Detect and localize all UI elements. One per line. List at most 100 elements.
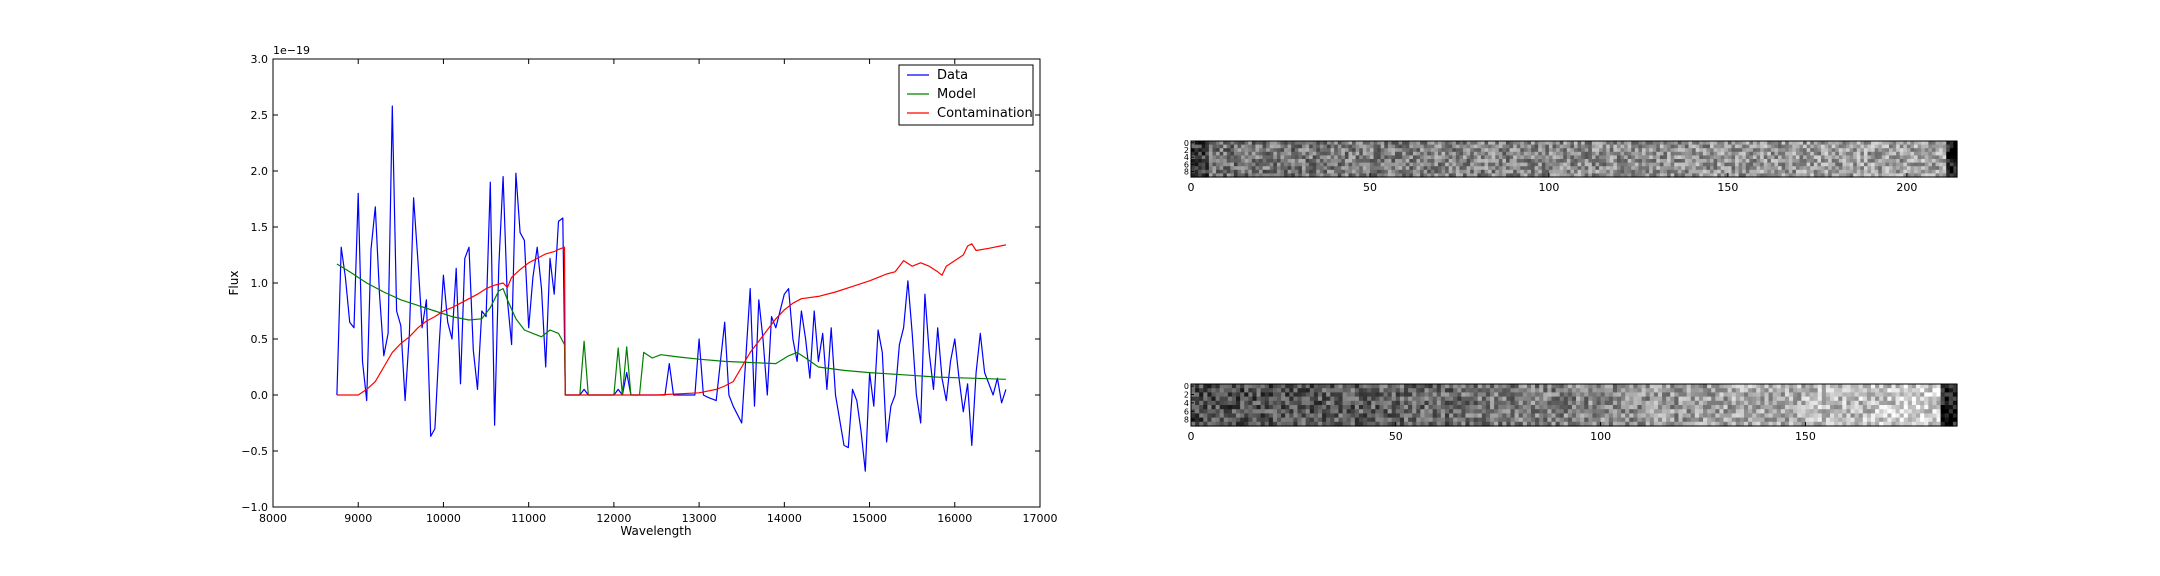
image-pixel — [1879, 417, 1884, 423]
image-pixel — [1731, 392, 1737, 398]
image-pixel — [1405, 144, 1410, 149]
image-pixel — [1231, 400, 1237, 406]
image-pixel — [1724, 144, 1729, 149]
image-pixel — [1571, 388, 1577, 393]
image-pixel — [1312, 148, 1317, 153]
image-pixel — [1344, 151, 1350, 156]
image-pixel — [1879, 413, 1884, 419]
image-pixel — [1198, 159, 1203, 164]
image-pixel — [1195, 396, 1200, 402]
image-pixel — [1391, 148, 1396, 153]
image-pixel — [1317, 413, 1323, 419]
image-pixel — [1588, 151, 1593, 156]
image-pixel — [1287, 141, 1292, 146]
image-pixel — [1717, 162, 1722, 167]
image-pixel — [1629, 413, 1634, 419]
image-pixel — [1936, 417, 1942, 423]
image-pixel — [1666, 400, 1671, 406]
image-pixel — [1244, 144, 1249, 149]
image-pixel — [1226, 155, 1231, 160]
image-pixel — [1363, 392, 1368, 398]
image-pixel — [1236, 409, 1241, 414]
image-pixel — [1264, 413, 1270, 419]
image-pixel — [1216, 148, 1221, 153]
image-pixel — [1871, 159, 1876, 164]
image-pixel — [1297, 392, 1303, 398]
image-pixel — [1384, 141, 1389, 146]
image-pixel — [1219, 396, 1225, 402]
image-pixel — [1509, 148, 1514, 153]
image-pixel — [1505, 159, 1511, 164]
image-pixel — [1461, 417, 1467, 423]
image-pixel — [1502, 392, 1508, 398]
image-pixel — [1866, 396, 1872, 402]
image-pixel — [1871, 155, 1876, 160]
image-pixel — [1678, 400, 1684, 406]
image-pixel — [1831, 159, 1836, 164]
image-pixel — [1309, 409, 1315, 414]
image-pixel — [1427, 151, 1432, 156]
image-pixel — [1828, 144, 1833, 149]
image-pixel — [1797, 405, 1802, 410]
image-pixel — [1838, 162, 1844, 167]
image-pixel — [1595, 159, 1600, 164]
image-pixel — [1316, 159, 1321, 164]
image-pixel — [1491, 148, 1496, 153]
image-pixel — [1350, 392, 1356, 398]
image-pixel — [1399, 405, 1405, 410]
image-pixel — [1789, 417, 1794, 423]
image-pixel — [1788, 151, 1793, 156]
image-pixel — [1490, 413, 1495, 419]
image-pixel — [1520, 144, 1525, 149]
image-pixel — [1522, 384, 1528, 389]
image-pixel — [1570, 162, 1575, 167]
image-pixel — [1731, 162, 1736, 167]
image-pixel — [1878, 169, 1883, 174]
image-pixel — [1662, 405, 1667, 410]
image-pixel — [1663, 144, 1668, 149]
image-pixel — [1638, 148, 1643, 153]
image-pixel — [1809, 388, 1815, 393]
image-pixel — [1645, 417, 1651, 423]
image-pixel — [1312, 166, 1317, 171]
image-pixel — [1767, 166, 1772, 171]
image-pixel — [1584, 409, 1589, 414]
image-pixel — [1879, 409, 1884, 414]
image-pixel — [1491, 144, 1496, 149]
y-tick-label: 4 — [1184, 399, 1189, 408]
image-pixel — [1457, 413, 1462, 419]
image-pixel — [1850, 421, 1856, 427]
image-pixel — [1874, 162, 1879, 167]
image-pixel — [1231, 388, 1237, 393]
image-pixel — [1631, 162, 1636, 167]
image-pixel — [1838, 148, 1844, 153]
image-pixel — [1849, 144, 1854, 149]
image-pixel — [1226, 144, 1231, 149]
image-pixel — [1326, 396, 1331, 402]
image-pixel — [1513, 141, 1518, 146]
image-pixel — [1588, 384, 1594, 389]
image-pixel — [1911, 417, 1917, 423]
image-pixel — [1720, 144, 1725, 149]
image-pixel — [1613, 173, 1618, 178]
image-pixel — [1563, 155, 1568, 160]
image-pixel — [1260, 400, 1266, 406]
image-pixel — [1280, 155, 1285, 160]
image-pixel — [1764, 392, 1770, 398]
image-pixel — [1291, 148, 1296, 153]
image-pixel — [1944, 396, 1950, 402]
image-pixel — [1821, 384, 1827, 389]
image-pixel — [1358, 409, 1364, 414]
image-pixel — [1858, 388, 1864, 393]
image-pixel — [1293, 413, 1299, 419]
image-pixel — [1527, 169, 1532, 174]
image-pixel — [1539, 396, 1544, 402]
image-pixel — [1652, 141, 1657, 146]
image-pixel — [1416, 417, 1421, 423]
image-pixel — [1911, 396, 1917, 402]
image-pixel — [1404, 400, 1409, 406]
image-pixel — [1789, 396, 1794, 402]
image-pixel — [1584, 405, 1589, 410]
image-pixel — [1803, 169, 1808, 174]
